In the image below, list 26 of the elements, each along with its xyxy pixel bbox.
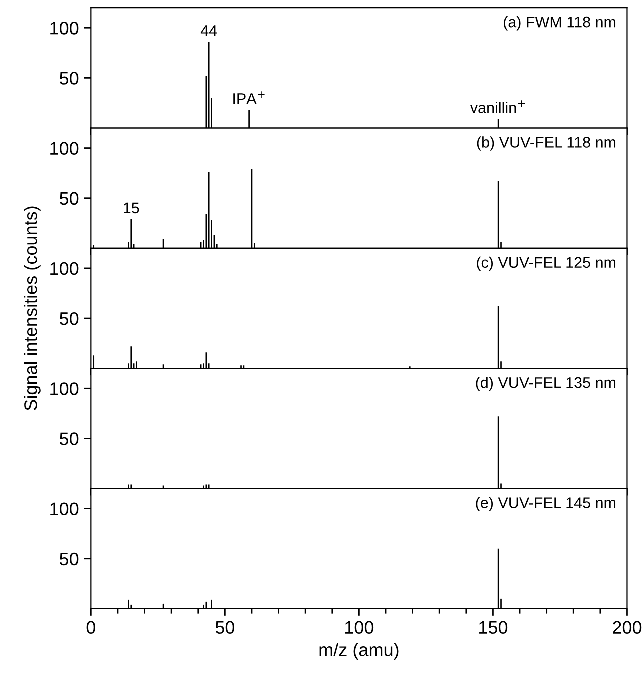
text: (c) VUV-FEL 125 nm xyxy=(477,256,616,272)
y-tick-label: 50 xyxy=(60,552,79,566)
x-tick-label: 0 xyxy=(86,621,96,634)
y-tick-label: 100 xyxy=(50,502,79,516)
x-tick-label: 50 xyxy=(216,621,235,634)
text: (b) VUV-FEL 118 nm xyxy=(477,136,616,151)
x-tick-label: 100 xyxy=(346,621,374,634)
text: (d) VUV-FEL 135 nm xyxy=(476,377,616,392)
text: (e) VUV-FEL 145 nm xyxy=(476,497,616,512)
annotation: vanillin$^{+}$ xyxy=(470,100,526,114)
y-tick-label: 50 xyxy=(60,432,79,446)
annotation: 44 xyxy=(200,26,218,36)
y-tick-label: 100 xyxy=(50,142,79,156)
annotation: 15 xyxy=(124,202,140,214)
x-tick-label: 200 xyxy=(613,621,642,634)
text: (a) FWM 118 nm xyxy=(504,16,616,31)
y-tick-label: 100 xyxy=(50,262,79,276)
y-tick-label: 50 xyxy=(60,72,79,85)
x-axis-title: m/z (amu) xyxy=(320,643,399,660)
annotation: IPA$^{+}$ xyxy=(234,92,265,104)
y-tick-label: 50 xyxy=(60,192,79,206)
y-tick-label: 100 xyxy=(50,22,79,35)
y-axis-title: Signal intensities (counts) xyxy=(24,206,41,411)
y-tick-label: 50 xyxy=(60,312,79,326)
x-tick-label: 150 xyxy=(480,621,508,634)
y-tick-label: 100 xyxy=(50,382,79,396)
